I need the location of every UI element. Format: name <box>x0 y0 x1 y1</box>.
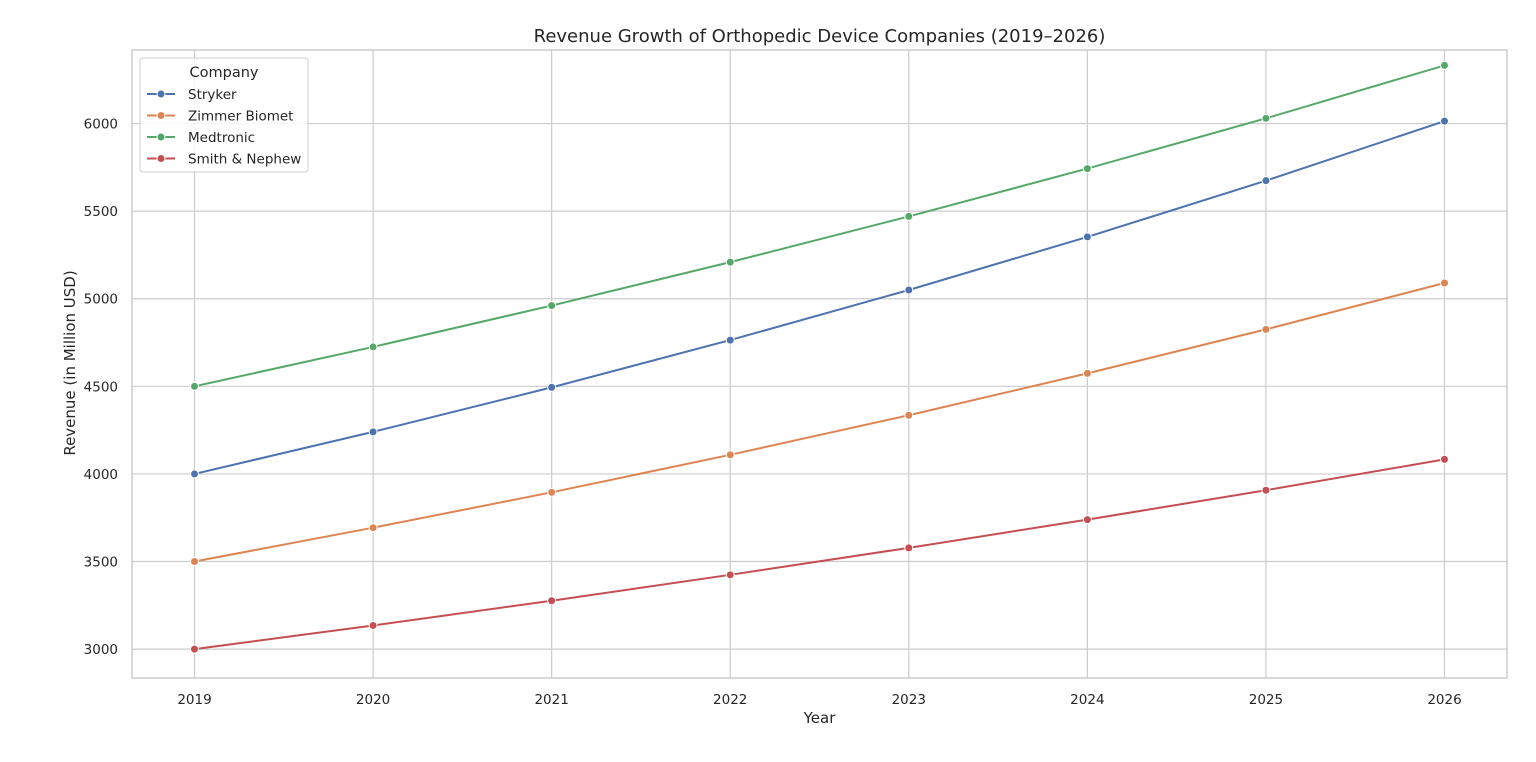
data-point <box>190 557 199 567</box>
data-point <box>904 410 914 420</box>
y-axis-ticks: 3000 3500 4000 4500 5000 5500 6000 <box>84 117 118 659</box>
data-point <box>1440 278 1449 288</box>
data-point <box>1261 485 1271 495</box>
series-line <box>193 458 1446 651</box>
y-tick-label: 4000 <box>84 467 118 483</box>
legend-item: Zimmer Biomet <box>147 109 293 125</box>
data-point <box>904 543 914 553</box>
legend-label: Smith & Nephew <box>188 152 301 168</box>
series-smith-nephew <box>190 454 1449 654</box>
data-point <box>725 257 735 267</box>
data-point <box>368 620 378 630</box>
data-point <box>547 596 557 606</box>
legend-marker <box>156 89 166 99</box>
data-point <box>1261 113 1271 123</box>
data-point <box>368 523 378 533</box>
legend-marker <box>156 154 166 163</box>
data-point <box>368 427 378 437</box>
legend-marker <box>156 132 166 142</box>
data-point <box>190 381 199 391</box>
x-tick-label: 2020 <box>356 692 390 708</box>
data-point <box>1440 116 1449 126</box>
x-axis-label: Year <box>803 709 837 727</box>
data-point <box>725 570 735 580</box>
data-point <box>1440 454 1449 464</box>
data-point <box>1082 232 1092 242</box>
legend-item: Smith & Nephew <box>147 152 301 168</box>
legend-item: Stryker <box>147 87 237 103</box>
y-tick-label: 3500 <box>84 555 118 571</box>
data-point <box>725 335 735 345</box>
x-tick-label: 2022 <box>713 692 747 708</box>
legend-item: Medtronic <box>147 130 255 146</box>
data-point <box>1440 60 1449 70</box>
data-point <box>1261 324 1271 334</box>
series-layer <box>190 60 1449 654</box>
chart-title: Revenue Growth of Orthopedic Device Comp… <box>534 26 1106 47</box>
y-tick-label: 4500 <box>84 379 118 395</box>
legend-label: Stryker <box>188 87 237 103</box>
legend-title: Company <box>190 65 259 81</box>
grid <box>132 50 1507 678</box>
data-point <box>190 644 199 654</box>
series-line <box>193 281 1446 563</box>
data-point <box>1082 164 1092 174</box>
y-tick-label: 5500 <box>84 204 118 220</box>
y-tick-label: 5000 <box>84 292 118 308</box>
y-tick-label: 6000 <box>84 117 118 133</box>
data-point <box>547 487 557 497</box>
x-tick-label: 2021 <box>534 692 568 708</box>
series-line <box>193 64 1446 388</box>
data-point <box>547 301 557 311</box>
data-point <box>725 450 735 460</box>
data-point <box>1082 368 1092 378</box>
x-tick-label: 2019 <box>177 692 211 708</box>
series-zimmer-biomet <box>190 278 1449 567</box>
data-point <box>190 469 199 479</box>
series-stryker <box>190 116 1449 479</box>
data-point <box>547 382 557 392</box>
data-point <box>904 285 914 295</box>
x-tick-label: 2024 <box>1070 692 1104 708</box>
legend-items: Stryker Zimmer Biomet Medtronic Smith & Nep… <box>147 87 301 168</box>
x-tick-label: 2026 <box>1427 692 1461 708</box>
plot-area-frame <box>131 49 1508 679</box>
x-axis-ticks: 2019 2020 2021 2022 2023 2024 2025 2026 <box>177 692 1461 708</box>
data-point <box>1082 515 1092 525</box>
y-axis-label: Revenue (in Million USD) <box>61 270 79 455</box>
data-point <box>1261 176 1271 186</box>
legend-marker <box>156 111 166 120</box>
x-tick-label: 2023 <box>892 692 926 708</box>
legend-label: Zimmer Biomet <box>188 109 293 125</box>
legend-label: Medtronic <box>188 130 255 146</box>
x-tick-label: 2025 <box>1249 692 1283 708</box>
y-tick-label: 3000 <box>84 642 118 658</box>
series-medtronic <box>190 60 1449 391</box>
data-point <box>368 342 378 352</box>
data-point <box>904 211 914 221</box>
legend-box <box>139 57 309 173</box>
series-line <box>193 120 1446 475</box>
legend: Company Stryker Zimmer Biomet Medtronic Smi… <box>139 57 309 173</box>
